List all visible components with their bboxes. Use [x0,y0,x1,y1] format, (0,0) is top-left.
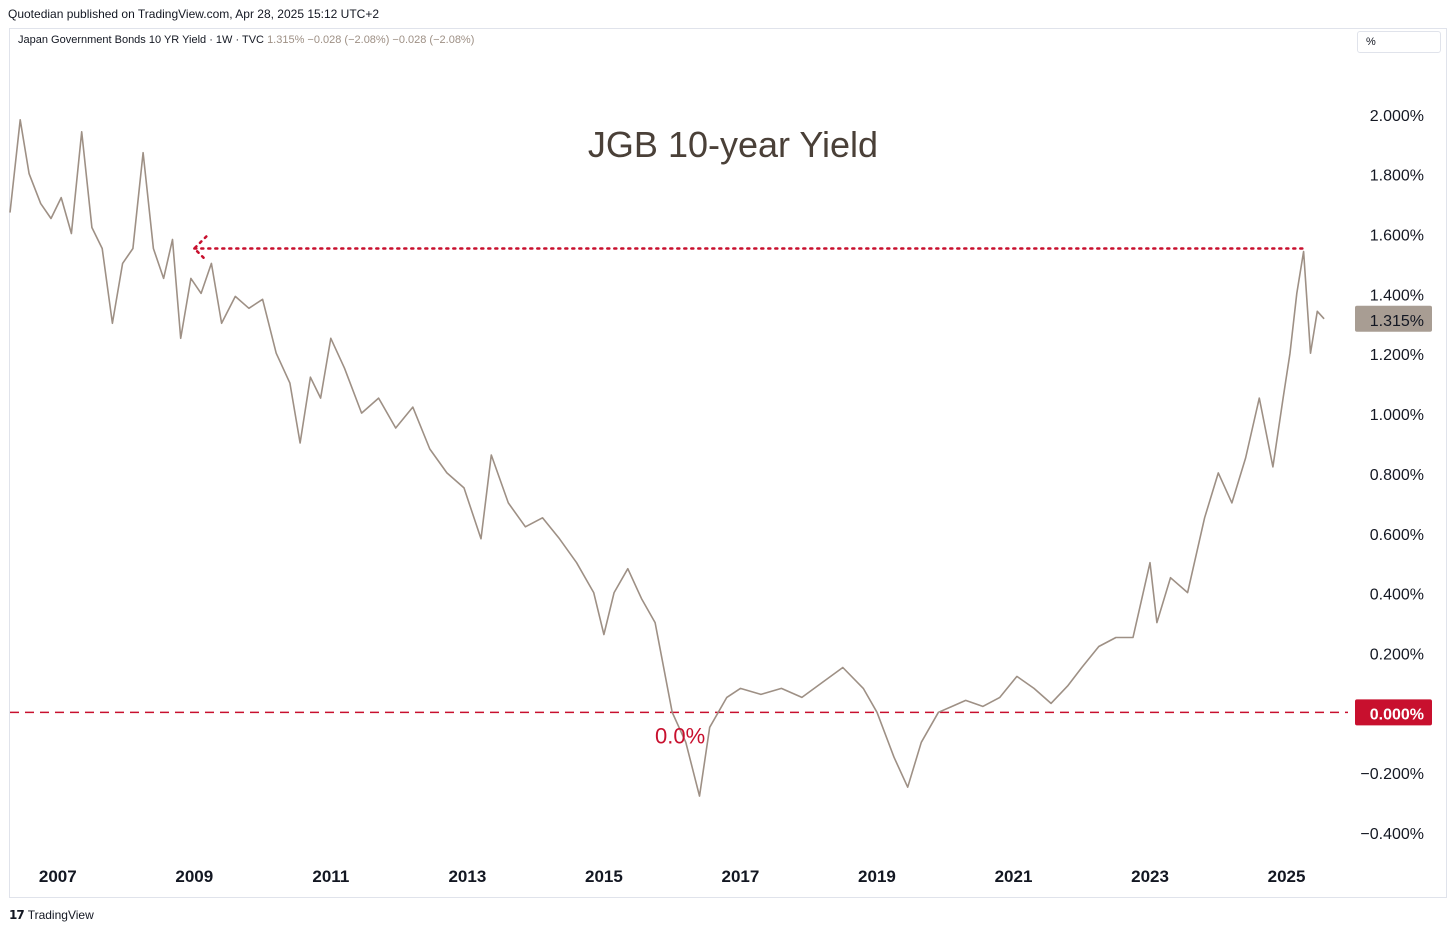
zero-annotation-label: 0.0% [655,723,705,748]
symbol-name: Japan Government Bonds 10 YR Yield · 1W … [18,34,264,46]
x-tick-label: 2011 [312,867,349,886]
series-line-0[interactable] [9,119,1325,797]
y-tick-label: 1.000% [1370,407,1424,424]
annotation-layer: JGB 10-year Yield 0.0% [588,124,878,748]
x-tick-label: 2025 [1268,867,1306,886]
y-tick-label: 1.800% [1370,168,1424,185]
y-tick-label: 0.800% [1370,467,1424,484]
chart-frame [9,28,1447,898]
y-tick-label: 0.200% [1370,646,1424,663]
chart-title: JGB 10-year Yield [588,124,878,165]
x-axis: 2007 2009 2011 2013 2015 2017 2019 2021 2023 2025 [39,867,1306,886]
y-tick-label: 0.400% [1370,587,1424,604]
x-tick-label: 2015 [585,867,623,886]
brand-label: TradingView [27,908,94,922]
x-tick-label: 2007 [39,867,77,886]
symbol-values: 1.315% −0.028 (−2.08%) −0.028 (−2.08%) [267,34,475,46]
y-axis: 2.000% 1.800% 1.600% 1.400% 1.200% 1.000% 0.80… [1355,108,1432,843]
y-tick-label: 2.000% [1370,108,1424,125]
x-tick-label: 2017 [722,867,760,886]
y-tick-label: −0.400% [1360,826,1424,843]
last-price-badge [1355,305,1432,332]
y-tick-label: 1.200% [1370,347,1424,364]
zero-price-badge-label: 0.000% [1370,706,1424,723]
footer-brand[interactable]: 17 TradingView [9,905,94,925]
x-tick-label: 2013 [448,867,486,886]
x-tick-label: 2009 [175,867,213,886]
reference-lines [10,235,1348,714]
last-price-badge-label: 1.315% [1370,313,1424,330]
x-tick-label: 2023 [1131,867,1169,886]
series-layer [9,119,1325,797]
symbol-legend[interactable]: Japan Government Bonds 10 YR Yield · 1W … [18,33,474,47]
x-tick-label: 2019 [858,867,896,886]
unit-selector[interactable]: % [1357,31,1441,53]
prior-high-arrow-icon [192,235,208,262]
x-tick-label: 2021 [995,867,1033,886]
y-tick-label: −0.200% [1360,766,1424,783]
y-tick-label: 1.600% [1370,228,1424,245]
y-tick-label: 1.400% [1370,287,1424,304]
zero-price-badge [1355,699,1432,726]
y-tick-label: 0.600% [1370,527,1424,544]
tradingview-logo-icon: 17 [9,908,25,922]
publisher-line: Quotedian published on TradingView.com, … [8,7,380,21]
